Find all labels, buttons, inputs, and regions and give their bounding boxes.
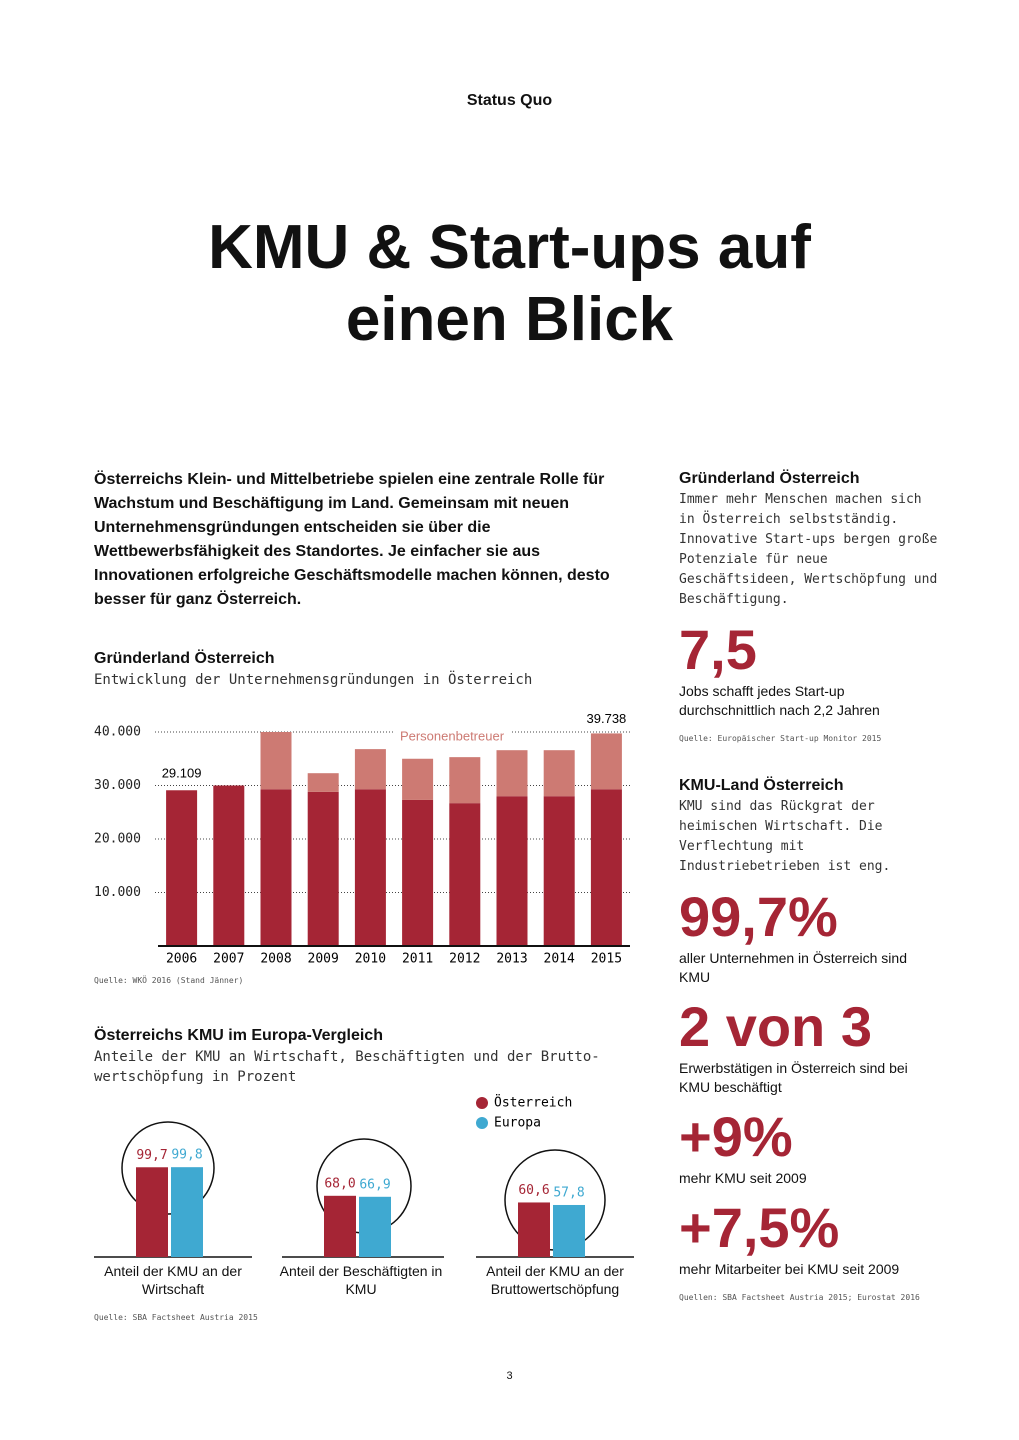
series-label: Personenbetreuer <box>400 728 505 743</box>
bar <box>324 1195 356 1257</box>
bar-segment <box>354 789 386 946</box>
value-label: 29.109 <box>162 766 202 781</box>
bar-segment <box>543 796 575 946</box>
x-tick-label: 2009 <box>308 952 339 967</box>
stat-text: Erwerbstätigen in Österreich sind bei KM… <box>679 1060 908 1095</box>
legend-swatch <box>476 1097 488 1109</box>
bar-segment <box>449 757 481 804</box>
value-label: 99,8 <box>171 1148 202 1163</box>
x-tick-label: 2007 <box>213 952 244 967</box>
sidebar-section: KMU-Land Österreich KMU sind das Rückgrat… <box>679 777 939 1302</box>
category-label: Anteil der KMU an der Bruttowertschöpfun… <box>486 1263 624 1297</box>
bar <box>518 1202 550 1257</box>
bar-segment <box>449 803 481 946</box>
value-label: 99,7 <box>136 1148 167 1163</box>
section-text: KMU sind das Rückgrat der heimischen Wir… <box>679 799 891 874</box>
legend-swatch <box>476 1117 488 1129</box>
value-label: 68,0 <box>324 1176 355 1191</box>
bar-segment <box>590 733 622 790</box>
header: Status Quo <box>466 92 553 109</box>
bar-segment <box>590 789 622 946</box>
x-tick-label: 2015 <box>591 952 622 967</box>
value-label: 57,8 <box>553 1185 584 1200</box>
stat-text: mehr Mitarbeiter bei KMU seit 2009 <box>679 1261 900 1277</box>
source: Quelle: WKÖ 2016 (Stand Jänner) <box>94 976 244 985</box>
bar-segment <box>402 799 434 946</box>
title: KMU & Start-ups auf einen Blick <box>0 212 1019 356</box>
section-text: Immer mehr Menschen machen sich in Öster… <box>679 492 938 607</box>
title-line: KMU & Start-ups auf <box>208 213 811 282</box>
stat: 99,7% aller Unternehmen in Österreich sin… <box>679 887 939 987</box>
stat: +7,5% mehr Mitarbeiter bei KMU seit 2009 <box>679 1198 939 1279</box>
bar-segment <box>166 790 198 946</box>
source: Quelle: SBA Factsheet Austria 2015 <box>94 1313 258 1322</box>
section-heading: KMU-Land Österreich <box>679 777 844 794</box>
y-tick-label: 30.000 <box>94 778 141 793</box>
y-tick-label: 20.000 <box>94 832 141 847</box>
x-tick-label: 2010 <box>355 952 386 967</box>
section-heading: Gründerland Österreich <box>679 470 860 487</box>
bar-segment <box>496 750 528 797</box>
chart-title: Gründerland Österreich <box>94 650 275 667</box>
x-tick-label: 2008 <box>260 952 291 967</box>
stat-text: Jobs schafft jedes Start-up durchschnitt… <box>679 683 880 718</box>
stat: +9% mehr KMU seit 2009 <box>679 1107 939 1188</box>
source: Quellen: SBA Factsheet Austria 2015; Eur… <box>679 1293 920 1302</box>
category-label: Anteil der Beschäftigten in KMU <box>279 1263 443 1297</box>
legend-label: Österreich <box>494 1094 572 1111</box>
bar-segment <box>496 796 528 946</box>
chart-subtitle: Anteile der KMU an Wirtschaft, Beschäfti… <box>94 1049 600 1085</box>
bar-segment <box>543 750 575 797</box>
annotation: 39.738 <box>587 711 627 726</box>
source: Quelle: Europäischer Start-up Monitor 20… <box>679 734 882 743</box>
bar <box>553 1204 585 1257</box>
bar-segment <box>260 789 292 946</box>
bar-segment <box>213 785 245 946</box>
bar-segment <box>307 791 339 946</box>
stat-text: aller Unternehmen in Österreich sind KMU <box>679 950 907 985</box>
x-tick-label: 2014 <box>544 952 575 967</box>
bar-segment <box>307 773 339 792</box>
intro: Österreichs Klein- und Mittelbetriebe sp… <box>94 471 610 608</box>
bar <box>171 1167 203 1257</box>
stat-text: mehr KMU seit 2009 <box>679 1170 807 1186</box>
y-tick-label: 40.000 <box>94 725 141 740</box>
x-tick-label: 2013 <box>496 952 527 967</box>
bar-segment <box>402 758 434 800</box>
sidebar-section: Gründerland Österreich Immer mehr Mensche… <box>679 470 939 743</box>
value-label: 60,6 <box>518 1183 549 1198</box>
stat: 2 von 3 Erwerbstätigen in Österreich sind… <box>679 997 939 1097</box>
stat: 7,5 Jobs schafft jedes Start-up durchschn… <box>679 620 939 720</box>
x-tick-label: 2011 <box>402 952 433 967</box>
x-tick-label: 2012 <box>449 952 480 967</box>
bar-segment <box>354 749 386 790</box>
chart-subtitle: Entwicklung der Unternehmensgründungen i… <box>94 672 533 688</box>
stat-value: 7,5 <box>679 618 757 681</box>
sidebar: Gründerland Österreich Immer mehr Mensche… <box>679 470 939 1302</box>
chart-title: Österreichs KMU im Europa-Vergleich <box>94 1027 383 1044</box>
bar <box>359 1196 391 1257</box>
stat-value: +7,5% <box>679 1196 840 1259</box>
legend-label: Europa <box>494 1116 541 1131</box>
y-tick-label: 10.000 <box>94 885 141 900</box>
stat-value: +9% <box>679 1105 793 1168</box>
stat-value: 99,7% <box>679 885 838 948</box>
legend-bg <box>395 728 510 745</box>
title-line: einen Blick <box>345 285 674 354</box>
category-label: Anteil der KMU an der Wirtschaft <box>104 1263 242 1297</box>
bar-segment <box>260 732 292 790</box>
page-number: 3 <box>506 1370 513 1382</box>
stat-value: 2 von 3 <box>679 995 872 1058</box>
value-label: 66,9 <box>359 1177 390 1192</box>
x-tick-label: 2006 <box>166 952 197 967</box>
bar <box>136 1167 168 1257</box>
